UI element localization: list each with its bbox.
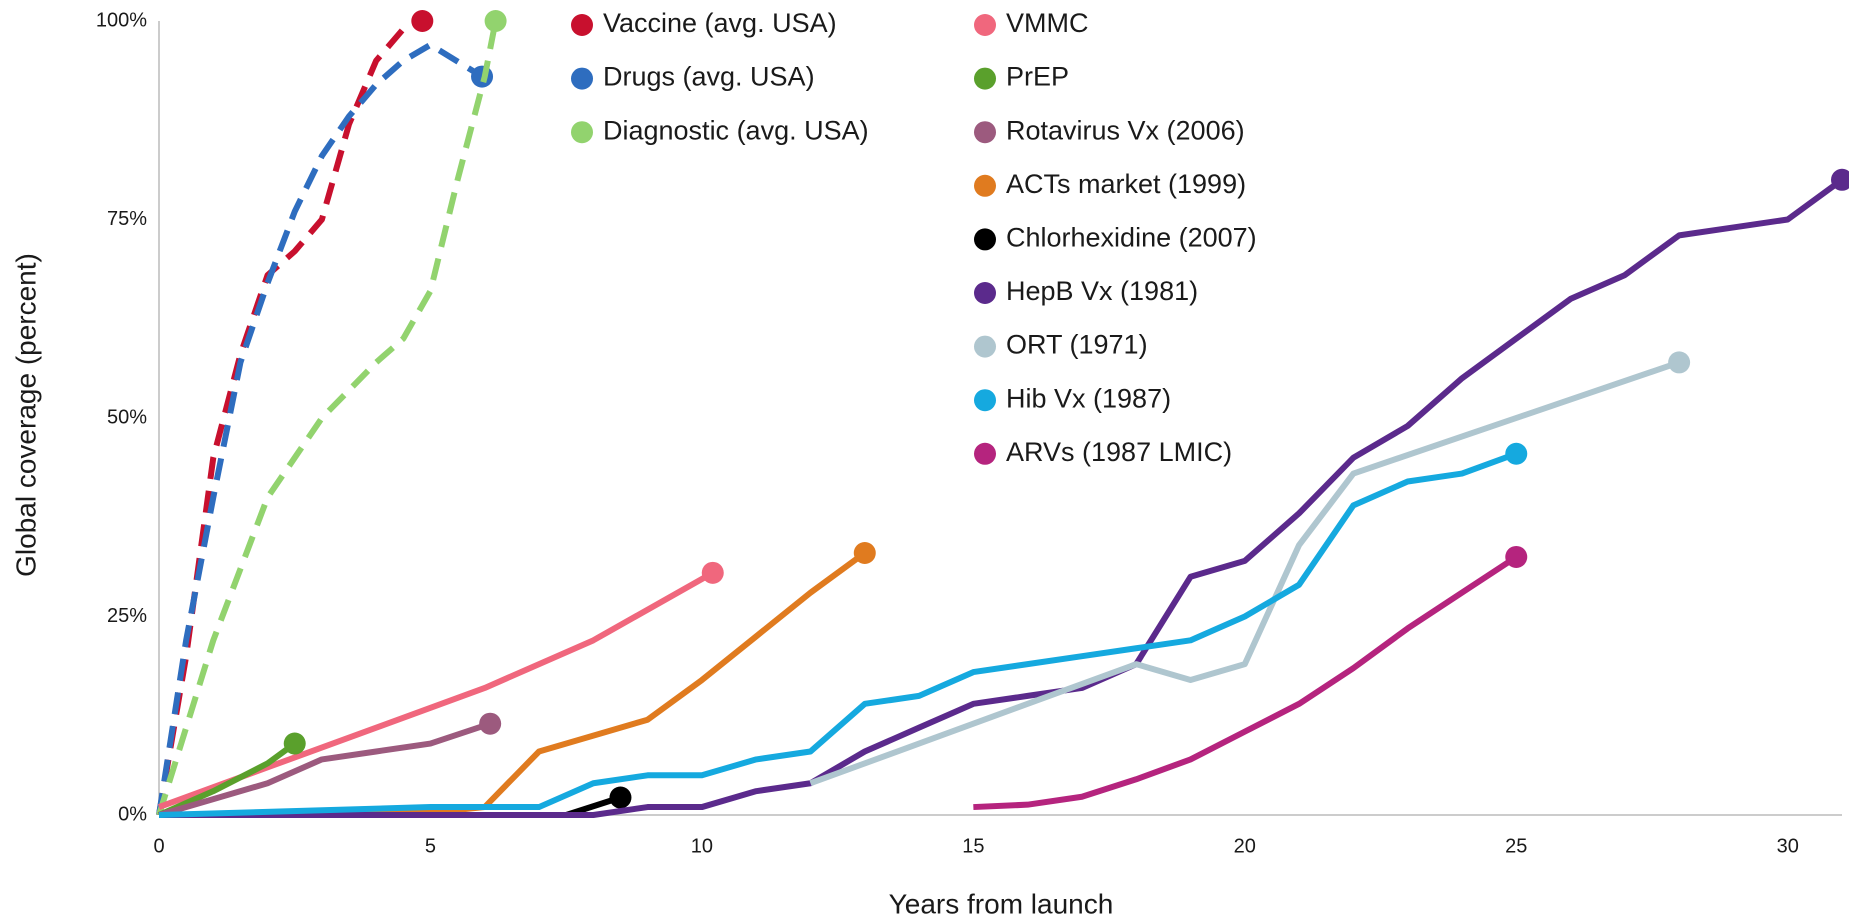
series-line — [159, 177, 1844, 818]
x-tick-label: 10 — [691, 835, 713, 857]
series-line — [157, 570, 715, 810]
series-line — [157, 741, 297, 818]
legend-label: Chlorhexidine (2007) — [1006, 223, 1257, 253]
legend-label: Vaccine (avg. USA) — [603, 8, 837, 38]
series-line — [156, 20, 499, 816]
legend-marker — [974, 282, 996, 304]
legend-marker — [571, 14, 593, 36]
end-point — [479, 712, 502, 735]
end-point — [1831, 168, 1849, 191]
end-point — [484, 10, 507, 32]
y-tick-label: 50% — [107, 406, 147, 428]
legend-marker — [974, 335, 996, 358]
end-point — [1505, 545, 1528, 568]
series-line — [158, 450, 1518, 818]
legend-marker — [974, 228, 996, 251]
end-point — [853, 541, 876, 564]
end-point — [609, 786, 632, 809]
legend-label: ACTs market (1999) — [1006, 169, 1246, 199]
end-point — [283, 732, 306, 755]
legend-marker — [571, 121, 593, 144]
legend-label: ARVs (1987 LMIC) — [1006, 437, 1232, 467]
legend-label: Hib Vx (1987) — [1006, 383, 1171, 413]
series-line — [156, 18, 424, 816]
x-tick-label: 30 — [1777, 835, 1799, 857]
end-point — [411, 10, 434, 32]
legend-marker — [571, 67, 593, 90]
legend-label: VMMC — [1006, 8, 1089, 38]
legend-marker — [974, 174, 996, 197]
x-tick-label: 15 — [962, 835, 984, 857]
series-line — [159, 550, 867, 818]
x-axis-title: Years from launch — [889, 888, 1114, 919]
legend-label: PrEP — [1006, 62, 1069, 92]
end-point — [1505, 442, 1528, 465]
x-tick-label: 5 — [425, 835, 436, 857]
legend-label: Rotavirus Vx (2006) — [1006, 115, 1245, 145]
y-tick-label: 25% — [107, 605, 147, 627]
legend-marker — [974, 121, 996, 144]
legend-label: Drugs (avg. USA) — [603, 62, 815, 92]
y-tick-label: 75% — [107, 208, 147, 230]
series-line — [973, 554, 1518, 811]
end-point — [1668, 351, 1691, 374]
x-tick-label: 0 — [153, 835, 164, 857]
x-tick-label: 25 — [1505, 835, 1527, 857]
legend-marker — [974, 442, 996, 465]
legend-marker — [974, 389, 996, 412]
legend-marker — [974, 14, 996, 36]
y-axis-title: Global coverage (percent) — [10, 253, 41, 577]
series-line — [158, 720, 492, 818]
y-tick-label: 0% — [118, 803, 147, 825]
legend-marker — [974, 67, 996, 90]
x-tick-label: 20 — [1234, 835, 1256, 857]
end-point — [701, 561, 724, 584]
legend-label: ORT (1971) — [1006, 330, 1148, 360]
legend-label: HepB Vx (1981) — [1006, 276, 1198, 306]
series-line — [156, 41, 484, 816]
legend-label: Diagnostic (avg. USA) — [603, 115, 869, 145]
y-tick-label: 100% — [96, 9, 147, 31]
series-line — [809, 359, 1681, 787]
